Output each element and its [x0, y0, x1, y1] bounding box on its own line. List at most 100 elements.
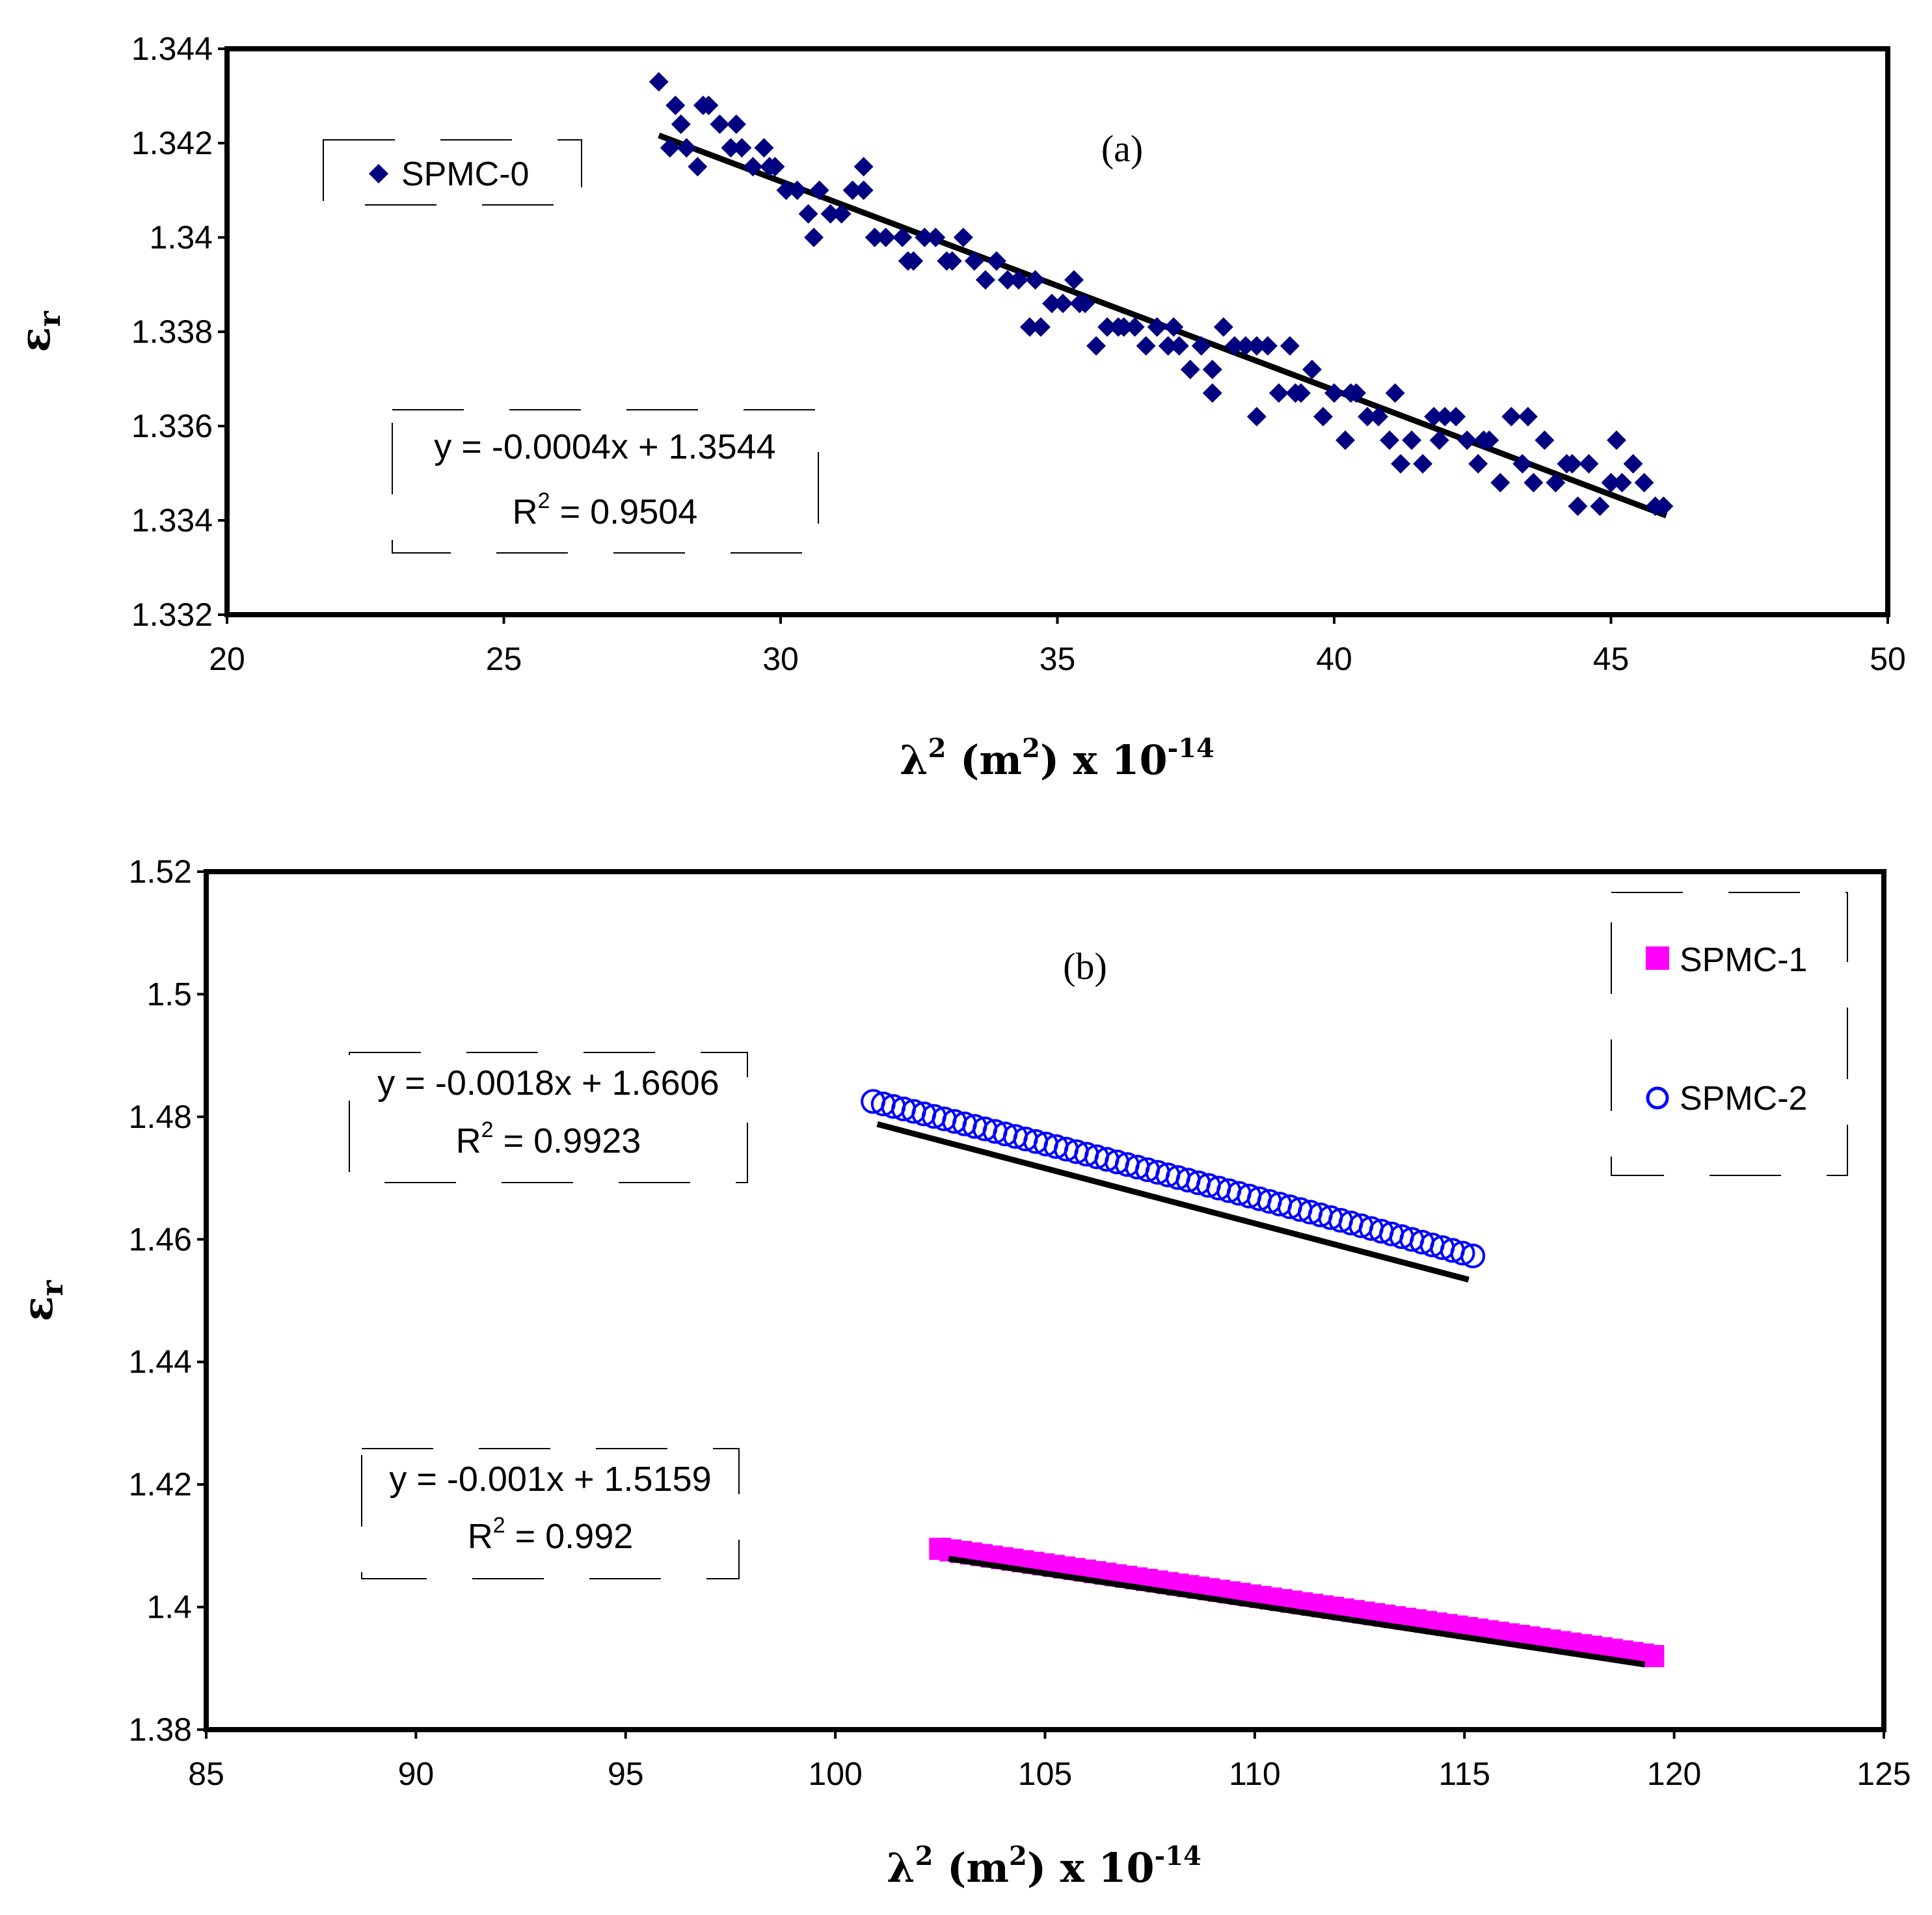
- chart-a-point-spmc-0: [942, 251, 962, 271]
- chart-b-legend-label-spmc-1: SPMC-1: [1680, 941, 1807, 979]
- chart-a-point-spmc-0: [1424, 407, 1444, 427]
- chart-b-y-tick-label: 1.4: [146, 1589, 192, 1626]
- chart-b-trendline-spmc-1: [948, 1555, 1646, 1668]
- chart-a-y-tick-label: 1.342: [131, 125, 213, 161]
- chart-a-point-spmc-0: [842, 180, 863, 200]
- chart-b-x-axis-title: λ2 (m2) x 10-14: [887, 1841, 1201, 1892]
- chart-a-point-spmc-0: [915, 228, 935, 247]
- chart-a-point-spmc-0: [1202, 360, 1222, 379]
- chart-a-point-spmc-0: [1136, 336, 1156, 356]
- chart-a-y-tick-label: 1.338: [131, 314, 213, 350]
- chart-a-point-spmc-0: [1164, 317, 1184, 337]
- chart-b-r2-text-spmc-1: R2 = 0.992: [468, 1513, 634, 1556]
- chart-a-point-spmc-0: [1180, 360, 1200, 379]
- chart-a-point-spmc-0: [1341, 383, 1361, 403]
- chart-b-point-spmc-2: [1450, 1240, 1475, 1266]
- chart-a-legend-box: [323, 139, 582, 206]
- chart-a-r2-text: R2 = 0.9504: [513, 489, 698, 531]
- chart-a-point-spmc-0: [1086, 336, 1107, 356]
- chart-a-point-spmc-0: [1224, 336, 1244, 356]
- chart-a-point-spmc-0: [1246, 407, 1267, 427]
- chart-a-y-axis-title: εr: [11, 311, 67, 353]
- chart-a-point-spmc-0: [986, 251, 1006, 271]
- chart-b-trendlines: [876, 1121, 1646, 1668]
- chart-a-point-spmc-0: [1147, 317, 1167, 337]
- chart-b-legend-marker-spmc-2: [1646, 1086, 1669, 1110]
- chart-a: 1.332 1.334 1.336 1.338 1.34 1.342 1.344 20 25 3…: [11, 31, 1906, 784]
- chart-b-equation-text-spmc-1: y = -0.001x + 1.5159: [389, 1460, 711, 1499]
- chart-a-y-tick-label: 1.336: [131, 408, 213, 444]
- chart-b-x-tick-label: 100: [808, 1756, 862, 1792]
- chart-a-point-spmc-0: [853, 157, 874, 177]
- chart-a-point-spmc-0: [743, 157, 763, 177]
- chart-a-x-tick-label: 35: [1040, 641, 1076, 677]
- chart-a-point-spmc-0: [1069, 293, 1090, 314]
- chart-a-point-spmc-0: [1402, 430, 1422, 450]
- chart-b-trend-equation-spmc-2: y = -0.0018x + 1.6606 R2 = 0.9923: [349, 1052, 748, 1183]
- chart-b-y-tick-label: 1.48: [129, 1099, 192, 1135]
- chart-a-point-spmc-0: [1446, 407, 1466, 427]
- chart-a-point-spmc-0: [1125, 317, 1145, 337]
- chart-a-point-spmc-0: [1457, 430, 1477, 450]
- chart-a-point-spmc-0: [787, 180, 807, 200]
- chart-a-point-spmc-0: [798, 204, 818, 224]
- chart-a-point-spmc-0: [898, 251, 918, 271]
- chart-a-point-spmc-0: [865, 228, 885, 247]
- chart-a-equation-box: [392, 409, 819, 554]
- chart-a-legend: SPMC-0: [323, 139, 582, 206]
- chart-a-point-spmc-0: [1473, 430, 1494, 450]
- chart-b-legend-box: [1611, 892, 1848, 1176]
- chart-b-plot-frame: [204, 869, 1886, 1732]
- chart-a-panel-label: (a): [1101, 127, 1143, 170]
- chart-a-y-tick-label: 1.334: [131, 502, 213, 539]
- chart-a-y-ticks: 1.332 1.334 1.336 1.338 1.34 1.342 1.344: [131, 31, 227, 633]
- chart-b-x-tick-label: 115: [1438, 1756, 1490, 1792]
- chart-a-y-tick-label: 1.332: [131, 596, 213, 633]
- chart-a-point-spmc-0: [926, 228, 946, 247]
- chart-b-y-tick-label: 1.44: [129, 1344, 192, 1380]
- chart-a-point-spmc-0: [1562, 454, 1582, 474]
- chart-a-point-spmc-0: [1313, 407, 1333, 427]
- chart-a-x-tick-label: 25: [486, 641, 522, 677]
- chart-a-point-spmc-0: [1535, 430, 1555, 450]
- chart-b-y-tick-label: 1.46: [129, 1221, 192, 1257]
- chart-b-y-ticks: 1.38 1.4 1.42 1.44 1.46 1.48 1.5 1.52: [129, 853, 206, 1748]
- chart-b-x-ticks: 85 90 95 100 105 110 115 120 125: [188, 1730, 1911, 1792]
- chart-a-point-spmc-0: [1490, 473, 1510, 492]
- chart-a-point-spmc-0: [726, 114, 746, 134]
- chart-b-y-tick-label: 1.42: [129, 1466, 192, 1503]
- chart-a-point-spmc-0: [809, 180, 829, 200]
- chart-a-point-spmc-0: [754, 138, 774, 158]
- chart-a-point-spmc-0: [649, 72, 669, 92]
- chart-a-x-tick-label: 50: [1870, 641, 1906, 677]
- chart-a-x-tick-label: 20: [209, 641, 245, 677]
- chart-a-point-spmc-0: [1041, 293, 1062, 314]
- chart-a-point-spmc-0: [1607, 430, 1627, 450]
- chart-a-point-spmc-0: [1385, 383, 1405, 403]
- chart-a-point-spmc-0: [1518, 407, 1538, 427]
- chart-b: 1.38 1.4 1.42 1.44 1.46 1.48 1.5 1.52 85 90 95 100…: [14, 853, 1911, 1892]
- chart-a-point-spmc-0: [1019, 317, 1040, 337]
- chart-b-equation-box-spmc-1: [361, 1448, 740, 1579]
- chart-a-point-spmc-0: [820, 204, 840, 224]
- chart-a-point-spmc-0: [1654, 496, 1674, 516]
- chart-a-point-spmc-0: [671, 114, 691, 134]
- chart-a-point-spmc-0: [677, 138, 697, 158]
- chart-a-point-spmc-0: [1213, 317, 1233, 337]
- chart-a-point-spmc-0: [1380, 430, 1400, 450]
- chart-a-x-tick-label: 30: [762, 641, 799, 677]
- chart-a-y-tick-label: 1.34: [150, 219, 213, 256]
- chart-a-point-spmc-0: [1429, 430, 1449, 450]
- chart-a-x-axis-title: λ2 (m2) x 10-14: [900, 733, 1214, 784]
- chart-a-point-spmc-0: [1512, 454, 1533, 474]
- chart-a-point-spmc-0: [1030, 317, 1051, 337]
- chart-b-point-spmc-2: [1460, 1243, 1486, 1268]
- chart-a-point-spmc-0: [1008, 270, 1028, 290]
- chart-a-point-spmc-0: [1025, 270, 1045, 290]
- chart-b-panel-label: (b): [1063, 945, 1107, 987]
- chart-b-x-tick-label: 125: [1857, 1756, 1911, 1792]
- chart-a-point-spmc-0: [665, 96, 686, 115]
- chart-a-point-spmc-0: [953, 228, 973, 247]
- chart-a-y-tick-label: 1.344: [131, 31, 213, 67]
